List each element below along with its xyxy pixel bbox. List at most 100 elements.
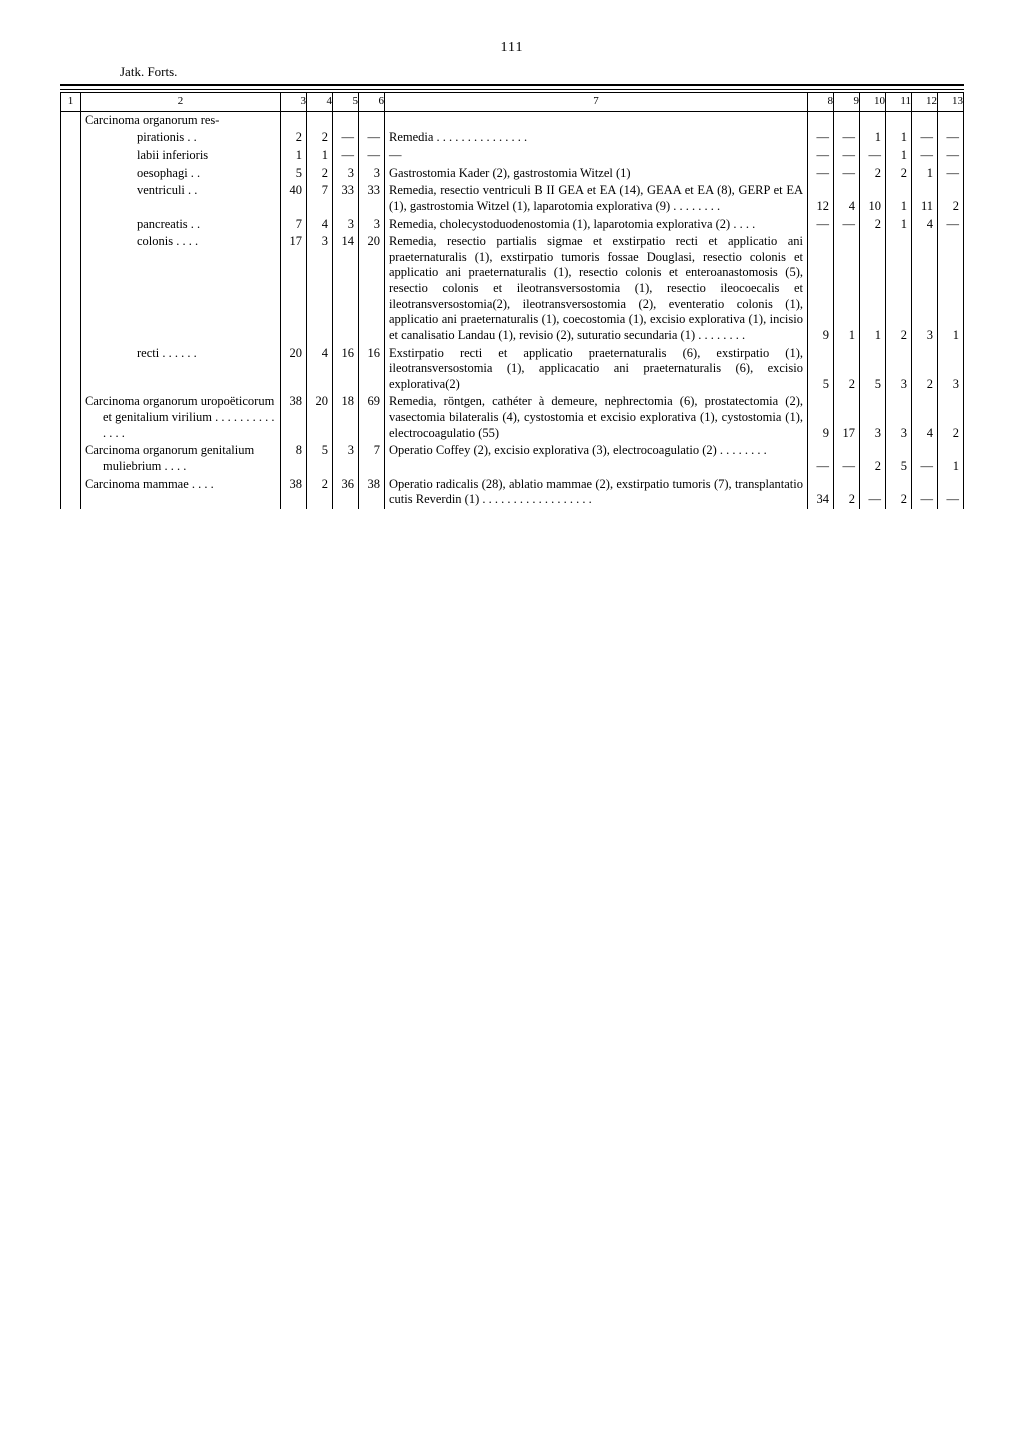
table-cell: [808, 111, 834, 129]
table-cell: [61, 476, 81, 509]
table-row: recti . . . . . .2041616Exstirpatio rect…: [61, 345, 964, 394]
table-cell: Exstirpatio recti et applicatio praetern…: [385, 345, 808, 394]
col-header-5: 5: [333, 93, 359, 112]
table-cell: 2: [938, 182, 964, 215]
table-row: Carcinoma organorum res-: [61, 111, 964, 129]
col-header-7: 7: [385, 93, 808, 112]
table-cell: [61, 147, 81, 165]
table-cell: 17: [281, 233, 307, 344]
table-cell: 16: [333, 345, 359, 394]
table-cell: 36: [333, 476, 359, 509]
table-cell: 1: [938, 442, 964, 475]
col-header-10: 10: [860, 93, 886, 112]
table-cell: —: [860, 476, 886, 509]
table-cell: —: [834, 216, 860, 234]
table-cell: [61, 129, 81, 147]
col-header-2: 2: [81, 93, 281, 112]
table-cell: 4: [912, 393, 938, 442]
table-cell: —: [385, 147, 808, 165]
table-cell: 1: [860, 129, 886, 147]
table-cell: 1: [886, 129, 912, 147]
table-cell: 1: [886, 147, 912, 165]
table-cell: 2: [912, 345, 938, 394]
table-cell: Carcinoma organorum res-: [81, 111, 281, 129]
table-cell: 16: [359, 345, 385, 394]
col-header-3: 3: [281, 93, 307, 112]
table-cell: 3: [307, 233, 333, 344]
table-cell: 3: [912, 233, 938, 344]
col-header-1: 1: [61, 93, 81, 112]
table-cell: 69: [359, 393, 385, 442]
table-cell: 1: [886, 182, 912, 215]
table-cell: recti . . . . . .: [81, 345, 281, 394]
continuation-label: Jatk. Forts.: [120, 64, 964, 80]
table-cell: —: [834, 165, 860, 183]
data-table: 1 2 3 4 5 6 7 8 9 10 11 12 13 Carcinoma …: [60, 92, 964, 509]
table-cell: pancreatis . .: [81, 216, 281, 234]
table-cell: [61, 165, 81, 183]
table-cell: Carcinoma organorum genitalium muliebriu…: [81, 442, 281, 475]
table-cell: [281, 111, 307, 129]
table-cell: 1: [912, 165, 938, 183]
table-cell: —: [912, 147, 938, 165]
table-cell: 2: [886, 476, 912, 509]
table-row: labii inferioris11——————1——: [61, 147, 964, 165]
table-cell: [333, 111, 359, 129]
table-cell: 7: [359, 442, 385, 475]
table-cell: —: [938, 165, 964, 183]
table-cell: 3: [333, 216, 359, 234]
table-cell: Gastrostomia Kader (2), gastrostomia Wit…: [385, 165, 808, 183]
col-header-4: 4: [307, 93, 333, 112]
table-cell: Carcinoma mammae . . . .: [81, 476, 281, 509]
col-header-13: 13: [938, 93, 964, 112]
table-body: Carcinoma organorum res-pirationis . .22…: [61, 111, 964, 509]
table-row: colonis . . . .1731420Remedia, resectio …: [61, 233, 964, 344]
table-cell: —: [808, 216, 834, 234]
table-cell: 5: [281, 165, 307, 183]
double-rule: [60, 84, 964, 90]
table-cell: Carcinoma organorum uropoëticorum et gen…: [81, 393, 281, 442]
col-header-6: 6: [359, 93, 385, 112]
table-cell: —: [808, 147, 834, 165]
table-cell: 18: [333, 393, 359, 442]
col-header-11: 11: [886, 93, 912, 112]
table-cell: 5: [307, 442, 333, 475]
table-cell: Remedia . . . . . . . . . . . . . . .: [385, 129, 808, 147]
col-header-9: 9: [834, 93, 860, 112]
table-cell: 3: [886, 393, 912, 442]
table-cell: 2: [307, 165, 333, 183]
table-cell: 3: [359, 165, 385, 183]
table-cell: pirationis . .: [81, 129, 281, 147]
table-cell: 1: [834, 233, 860, 344]
table-row: pirationis . .22——Remedia . . . . . . . …: [61, 129, 964, 147]
table-cell: 14: [333, 233, 359, 344]
table-cell: Remedia, resectio partialis sigmae et ex…: [385, 233, 808, 344]
table-cell: 2: [307, 129, 333, 147]
table-cell: 4: [307, 345, 333, 394]
table-cell: [61, 111, 81, 129]
table-row: pancreatis . .7433Remedia, cholecystoduo…: [61, 216, 964, 234]
table-cell: 2: [860, 165, 886, 183]
table-cell: 2: [938, 393, 964, 442]
table-cell: 3: [333, 165, 359, 183]
table-cell: 1: [938, 233, 964, 344]
table-cell: 20: [359, 233, 385, 344]
table-cell: 38: [281, 393, 307, 442]
table-cell: 5: [886, 442, 912, 475]
table-cell: 33: [333, 182, 359, 215]
table-cell: 17: [834, 393, 860, 442]
table-header-row: 1 2 3 4 5 6 7 8 9 10 11 12 13: [61, 93, 964, 112]
table-cell: 20: [281, 345, 307, 394]
table-cell: 4: [912, 216, 938, 234]
table-cell: —: [938, 147, 964, 165]
table-cell: —: [834, 442, 860, 475]
table-cell: oesophagi . .: [81, 165, 281, 183]
table-cell: [860, 111, 886, 129]
table-cell: 5: [860, 345, 886, 394]
col-header-12: 12: [912, 93, 938, 112]
table-cell: —: [834, 129, 860, 147]
table-cell: —: [938, 216, 964, 234]
table-cell: Operatio radicalis (28), ablatio mammae …: [385, 476, 808, 509]
table-cell: [359, 111, 385, 129]
table-cell: [61, 345, 81, 394]
